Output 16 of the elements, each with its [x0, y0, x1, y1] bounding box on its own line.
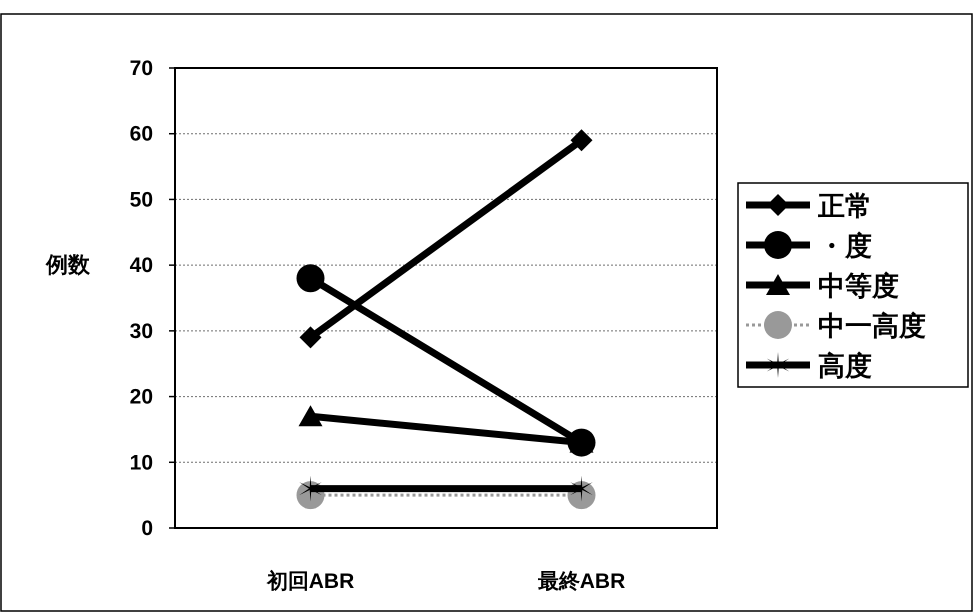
y-tick-label: 0	[141, 517, 153, 540]
y-tick-label: 70	[130, 57, 153, 80]
legend-label: 高度	[818, 351, 872, 381]
x-tick-label: 初回ABR	[266, 569, 354, 593]
legend-label: ・度	[818, 231, 872, 261]
x-tick-label: 最終ABR	[536, 570, 626, 593]
y-tick-label: 50	[130, 188, 153, 212]
y-tick-label: 20	[130, 386, 153, 409]
y-tick-label: 10	[130, 451, 153, 474]
y-tick-label: 60	[130, 122, 153, 146]
legend-label: 中等度	[818, 271, 899, 301]
y-tick-label: 40	[130, 254, 153, 278]
y-axis-title: 例数	[45, 252, 91, 277]
legend-label: 正常	[817, 191, 872, 221]
legend-label: 中一高度	[818, 311, 926, 341]
y-tick-label: 30	[130, 320, 153, 343]
